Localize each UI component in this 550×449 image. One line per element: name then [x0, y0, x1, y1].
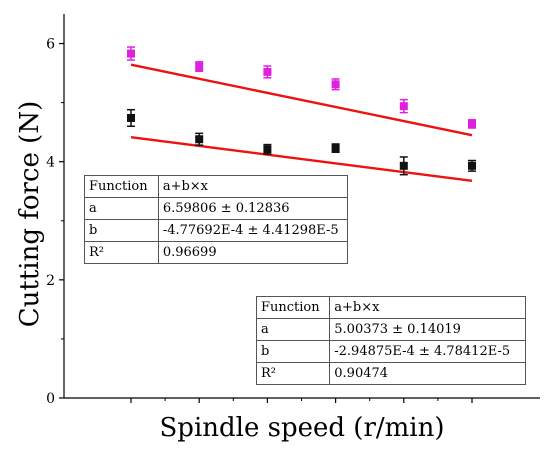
fit-table-key: b — [255, 340, 331, 363]
fit-table-key: b — [84, 219, 159, 242]
x-axis-label: Spindle speed (r/min) — [160, 413, 445, 443]
fit-table-row: a 5.00373 ± 0.14019 — [255, 318, 526, 341]
data-point — [399, 161, 408, 170]
data-point — [195, 62, 204, 71]
y-tick-label: 6 — [46, 37, 55, 53]
fit-line-series-0 — [130, 63, 473, 137]
data-point — [468, 119, 476, 128]
fit-table-key: R² — [255, 362, 331, 385]
data-point — [127, 49, 135, 58]
fit-table-row: b -4.77692E-4 ± 4.41298E-5 — [84, 219, 349, 242]
fit-table-value: 0.96699 — [157, 241, 349, 264]
fit-table-magenta: Function a+b×x a 6.59806 ± 0.12836 b -4.… — [84, 175, 349, 264]
fit-table-value: -2.94875E-4 ± 4.78412E-5 — [329, 340, 526, 363]
fit-table-value: a+b×x — [157, 175, 349, 198]
fit-table-value: 5.00373 ± 0.14019 — [329, 318, 526, 341]
fit-table-row: a 6.59806 ± 0.12836 — [84, 197, 349, 220]
fit-table-key: Function — [255, 296, 331, 319]
fit-line-series-1 — [130, 136, 473, 182]
y-axis-label: Cutting force (N) — [15, 101, 45, 327]
data-point — [195, 135, 204, 144]
fit-table-key: Function — [84, 175, 159, 198]
data-point — [331, 80, 340, 89]
fit-table-value: 0.90474 — [329, 362, 526, 385]
y-tick-label: 2 — [46, 273, 55, 289]
fit-table-key: a — [84, 197, 159, 220]
y-tick-label: 4 — [46, 155, 55, 171]
data-point — [263, 145, 272, 154]
fit-table-black: Function a+b×x a 5.00373 ± 0.14019 b -2.… — [255, 296, 526, 385]
fit-table-row: Function a+b×x — [84, 175, 349, 198]
fit-table-value: a+b×x — [329, 296, 526, 319]
y-tick-label: 0 — [46, 391, 55, 407]
fit-table-row: R² 0.96699 — [84, 241, 349, 264]
data-point — [263, 67, 272, 76]
fit-table-row: Function a+b×x — [255, 296, 526, 319]
fit-table-key: a — [255, 318, 331, 341]
fit-table-value: -4.77692E-4 ± 4.41298E-5 — [157, 219, 349, 242]
fit-table-row: R² 0.90474 — [255, 362, 526, 385]
fit-table-key: R² — [84, 241, 159, 264]
fit-table-row: b -2.94875E-4 ± 4.78412E-5 — [255, 340, 526, 363]
fit-table-value: 6.59806 ± 0.12836 — [157, 197, 349, 220]
data-point — [331, 144, 340, 153]
data-point — [127, 113, 135, 122]
data-point — [399, 102, 408, 111]
data-point — [468, 161, 476, 170]
